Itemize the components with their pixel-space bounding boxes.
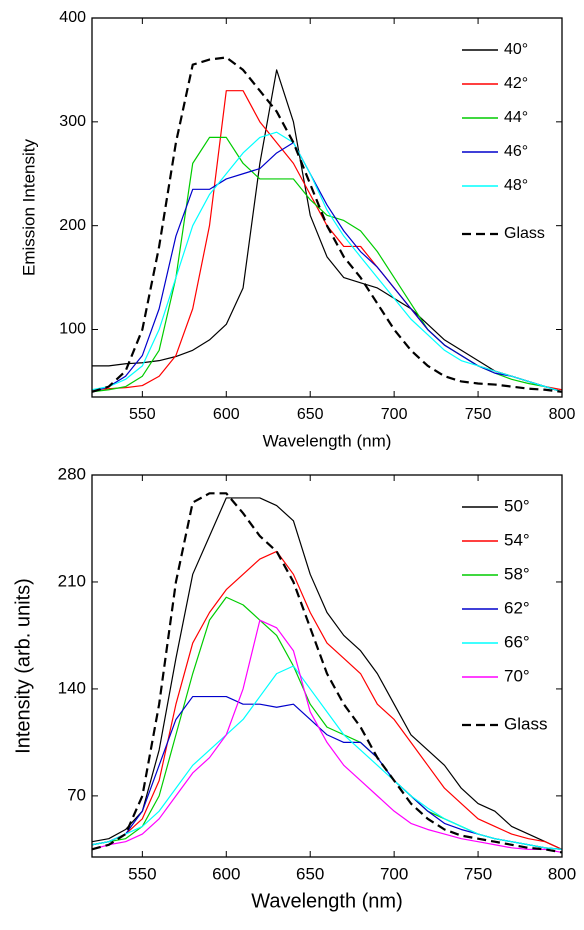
x-tick-label: 650 [297, 406, 324, 423]
legend-label: 46° [504, 143, 528, 160]
legend-label: 40° [504, 41, 528, 58]
legend-label: 44° [504, 109, 528, 126]
x-tick-label: 550 [129, 406, 156, 423]
y-tick-label: 210 [58, 571, 86, 590]
x-tick-label: 750 [464, 864, 492, 883]
y-tick-label: 400 [59, 9, 86, 26]
data-line [91, 695, 563, 850]
x-tick-label: 700 [380, 864, 408, 883]
data-line [91, 550, 563, 850]
legend-label: 66° [504, 632, 530, 651]
data-line [91, 56, 563, 393]
legend-label: 62° [504, 598, 530, 617]
y-tick-label: 200 [59, 217, 86, 234]
y-tick-label: 140 [58, 678, 86, 697]
y-axis-label: Emission Intensity [19, 139, 38, 276]
x-tick-label: 600 [213, 406, 240, 423]
data-line [91, 90, 563, 391]
legend-label: Glass [504, 714, 547, 733]
data-line [91, 596, 563, 850]
legend-label: 42° [504, 75, 528, 92]
legend-label: 70° [504, 666, 530, 685]
legend-label: 54° [504, 530, 530, 549]
data-line [91, 142, 563, 393]
x-tick-label: 550 [128, 864, 156, 883]
data-line [91, 492, 563, 854]
x-tick-label: 700 [381, 406, 408, 423]
legend-label: 58° [504, 564, 530, 583]
y-axis-label: Intensity (arb. units) [12, 578, 34, 754]
data-line [91, 619, 563, 854]
data-line [91, 665, 563, 850]
data-line [92, 69, 563, 393]
y-tick-label: 280 [58, 464, 86, 483]
legend-label: 50° [504, 496, 530, 515]
x-tick-label: 800 [549, 406, 576, 423]
data-line [91, 131, 563, 393]
data-line [91, 497, 563, 850]
x-tick-label: 750 [465, 406, 492, 423]
x-tick-label: 600 [212, 864, 240, 883]
plot-frame [91, 474, 563, 858]
y-tick-label: 100 [59, 321, 86, 338]
data-line [91, 136, 563, 393]
legend-label: Glass [504, 225, 545, 242]
plot-frame [91, 17, 563, 398]
y-tick-label: 70 [67, 785, 86, 804]
y-tick-label: 300 [59, 113, 86, 130]
x-axis-label: Wavelength (nm) [251, 890, 403, 912]
legend-label: 48° [504, 177, 528, 194]
x-tick-label: 800 [548, 864, 576, 883]
x-axis-label: Wavelength (nm) [263, 431, 392, 450]
x-tick-label: 650 [296, 864, 324, 883]
